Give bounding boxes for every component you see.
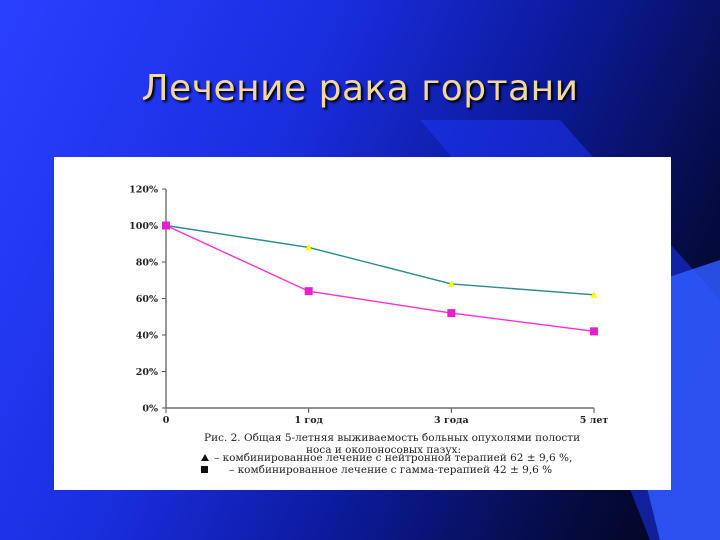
chart-panel: 0% 20% 40% 60% 80% 100% 120% 0 1 год 3 года 5 лет… bbox=[54, 157, 671, 490]
series-1-point bbox=[590, 291, 598, 298]
series-line-2 bbox=[165, 224, 595, 333]
y-tick-label: 60% bbox=[136, 294, 158, 305]
y-tick-label: 80% bbox=[136, 258, 158, 269]
caption-line-1: Рис. 2. Общая 5-летняя выживаемость боль… bbox=[204, 432, 580, 444]
caption-line-2: носа и околоносовых пазух: bbox=[306, 444, 461, 456]
series-lines bbox=[165, 224, 595, 333]
x-tick-label: 0 bbox=[163, 415, 170, 426]
y-tick-labels: 0% 20% 40% 60% 80% 100% 120% bbox=[129, 185, 166, 415]
series-markers bbox=[162, 221, 598, 336]
series-2-point bbox=[447, 309, 456, 318]
x-tick-labels: 0 1 год 3 года 5 лет bbox=[163, 408, 609, 426]
series-1-point bbox=[305, 243, 313, 251]
slide-title: Лечение рака гортани bbox=[141, 68, 579, 109]
legend-triangle-marker bbox=[201, 454, 209, 461]
series-1-point bbox=[447, 280, 455, 287]
legend-square-marker bbox=[201, 466, 208, 473]
legend-entry-2: – комбинированное лечение с гамма-терапи… bbox=[229, 464, 552, 476]
x-tick-label: 1 год bbox=[294, 415, 322, 426]
y-tick-label: 40% bbox=[136, 331, 158, 342]
series-line-1 bbox=[165, 224, 595, 296]
series-2-point bbox=[304, 287, 313, 296]
y-tick-label: 120% bbox=[129, 185, 158, 196]
x-tick-label: 5 лет bbox=[580, 415, 609, 426]
y-tick-label: 0% bbox=[142, 404, 158, 415]
series-2-point bbox=[162, 221, 170, 230]
series-2-point bbox=[590, 327, 598, 336]
chart-axes bbox=[165, 189, 594, 409]
survival-line-chart: 0% 20% 40% 60% 80% 100% 120% 0 1 год 3 года 5 лет… bbox=[129, 185, 609, 477]
legend-entry-1: – комбинированное лечение с нейтронной т… bbox=[214, 452, 572, 464]
y-tick-label: 20% bbox=[136, 367, 158, 378]
y-tick-label: 100% bbox=[129, 221, 158, 232]
x-tick-label: 3 года bbox=[434, 415, 469, 426]
